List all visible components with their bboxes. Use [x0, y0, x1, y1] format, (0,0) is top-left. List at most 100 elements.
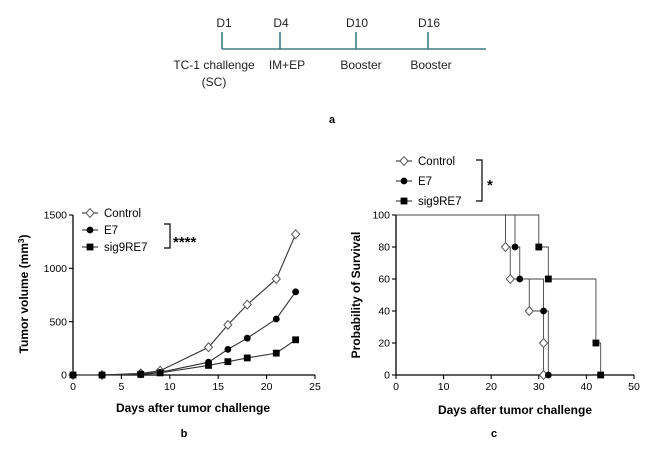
survival-x-tick-label: 10	[438, 381, 450, 393]
tumor-volume-series-sig9re7-point	[69, 371, 77, 379]
survival-series	[396, 214, 605, 381]
survival-series-e7-line	[396, 214, 549, 375]
tumor-volume-series-control-point	[223, 319, 233, 331]
timeline-event-label: Booster	[340, 58, 381, 72]
survival-significance-bracket	[476, 159, 483, 202]
tumor-volume-legend-label: Control	[104, 208, 141, 220]
survival-series-e7-point	[516, 275, 524, 283]
survival-series-sig9re7-point	[535, 243, 543, 251]
timeline-event-sublabel: (SC)	[202, 75, 227, 89]
tumor-volume-y-tick-label: 0	[61, 370, 67, 382]
timeline-day-label: D1	[216, 16, 232, 30]
survival-legend-marker	[400, 177, 408, 185]
timeline-event-d4: D4 IM+EP	[269, 16, 305, 72]
tumor-volume-series-sig9re7-point	[137, 371, 145, 378]
survival-x-tick-label: 20	[485, 381, 497, 393]
timeline-event-label: TC-1 challenge	[173, 58, 255, 72]
tumor-volume-y-axis-label: Tumor volume (mm3)	[17, 235, 31, 354]
tumor-volume-series-sig9re7-point	[243, 354, 251, 362]
tumor-volume-series-e7-point	[243, 334, 251, 342]
tumor-volume-series-sig9re7-point	[272, 349, 280, 357]
tumor-volume-series-control-point	[290, 229, 301, 240]
survival-legend-marker	[399, 155, 409, 167]
survival-legend-label: Control	[418, 156, 455, 168]
survival-series-control-point	[505, 273, 515, 285]
survival-series-control-point	[524, 305, 534, 317]
tumor-volume-legend-marker	[85, 207, 95, 219]
tumor-volume-x-tick-label: 20	[261, 381, 273, 393]
tumor-volume-series-control-line	[73, 233, 297, 376]
tumor-volume-series-sig9re7-point	[224, 358, 232, 366]
survival-series-sig9re7-point	[597, 371, 605, 379]
survival-series-e7-point	[511, 243, 519, 251]
survival-x-tick-label: 30	[533, 381, 545, 393]
tumor-volume-series-sig9re7-point	[98, 371, 106, 379]
survival-x-tick-label: 50	[628, 381, 640, 393]
survival-y-tick-label: 80	[378, 242, 390, 254]
timeline-day-label: D16	[418, 16, 440, 30]
tumor-volume-series-e7-line	[73, 291, 297, 376]
survival-legend-label: sig9RE7	[418, 196, 461, 208]
survival-x-tick-label: 40	[581, 381, 593, 393]
survival-axes: 0 10 20 30 40 50 0 20 40 60 80 100	[372, 210, 640, 393]
tumor-volume-legend-label: sig9RE7	[104, 242, 147, 254]
tumor-volume-legend-marker	[86, 243, 94, 251]
tumor-volume-y-tick-label: 500	[49, 316, 67, 328]
tumor-volume-x-tick-label: 5	[118, 381, 124, 393]
tumor-volume-series	[68, 229, 301, 381]
survival-legend-label: E7	[418, 176, 432, 188]
timeline-day-label: D4	[273, 16, 289, 30]
timeline-event-d10: D10 Booster	[340, 16, 381, 72]
survival-legend: Control E7 sig9RE7	[396, 155, 461, 208]
survival-y-tick-label: 0	[384, 370, 390, 382]
tumor-volume-y-axis-label-main: Tumor volume (mm	[17, 243, 31, 353]
survival-series-control-point	[500, 241, 511, 253]
timeline-event-label: Booster	[410, 58, 451, 72]
tumor-volume-series-control-point	[271, 273, 281, 285]
tumor-volume-legend-label: E7	[104, 225, 118, 237]
tumor-volume-series-e7-point	[292, 288, 300, 296]
timeline-day-label: D10	[346, 16, 368, 30]
tumor-volume-series-e7-point	[224, 346, 232, 353]
tumor-volume-x-tick-label: 15	[212, 381, 224, 393]
tumor-volume-y-axis-label-sup: 3	[17, 238, 26, 243]
survival-significance: *	[487, 177, 493, 194]
tumor-volume-series-control-point	[203, 342, 214, 353]
survival-series-sig9re7-point	[544, 275, 552, 283]
survival-series-sig9re7-line	[396, 214, 602, 375]
timeline-event-d16: D16 Booster	[410, 16, 451, 72]
survival-series-control-point	[538, 337, 549, 349]
survival-series-e7-point	[540, 307, 547, 315]
survival-y-tick-label: 100	[372, 210, 390, 222]
survival-y-axis-label: Probability of Survival	[349, 232, 363, 359]
tumor-volume-y-axis-label-end: )	[17, 235, 31, 239]
survival-series-control-line	[396, 214, 545, 375]
survival-series-sig9re7-point	[592, 339, 600, 347]
tumor-volume-x-tick-label: 0	[70, 381, 76, 393]
survival-chart: 0 10 20 30 40 50 0 20 40 60 80 100 Days after tumor…	[349, 155, 640, 417]
survival-series-e7-point	[544, 371, 552, 379]
timeline: D1 TC-1 challenge (SC) D4 IM+EP D10 Boos…	[173, 16, 486, 89]
tumor-volume-chart: 0 5 10 15 20 25 0 500 1000 1500 Days after tumor …	[17, 207, 321, 415]
tumor-volume-series-sig9re7-point	[205, 362, 212, 369]
tumor-volume-y-tick-label: 1000	[44, 263, 68, 275]
tumor-volume-x-tick-label: 10	[164, 381, 176, 393]
tumor-volume-x-axis-label: Days after tumor challenge	[116, 401, 270, 415]
tumor-volume-y-tick-label: 1500	[44, 210, 68, 222]
tumor-volume-series-sig9re7-point	[292, 336, 300, 344]
timeline-event-label: IM+EP	[269, 58, 305, 72]
tumor-volume-x-tick-label: 25	[309, 381, 321, 393]
timeline-event-d1: D1 TC-1 challenge (SC)	[173, 16, 255, 89]
tumor-volume-series-e7-point	[272, 315, 280, 323]
survival-x-tick-label: 0	[393, 381, 399, 393]
panel-b-label: b	[181, 428, 188, 440]
tumor-volume-significance: ****	[173, 234, 197, 251]
survival-y-tick-label: 20	[378, 338, 390, 350]
panel-c-label: c	[491, 428, 497, 440]
survival-y-tick-label: 60	[378, 274, 390, 286]
tumor-volume-legend-marker	[86, 226, 94, 234]
survival-legend-marker	[400, 197, 408, 205]
tumor-volume-series-sig9re7-point	[156, 369, 164, 377]
tumor-volume-significance-bracket	[164, 223, 171, 249]
